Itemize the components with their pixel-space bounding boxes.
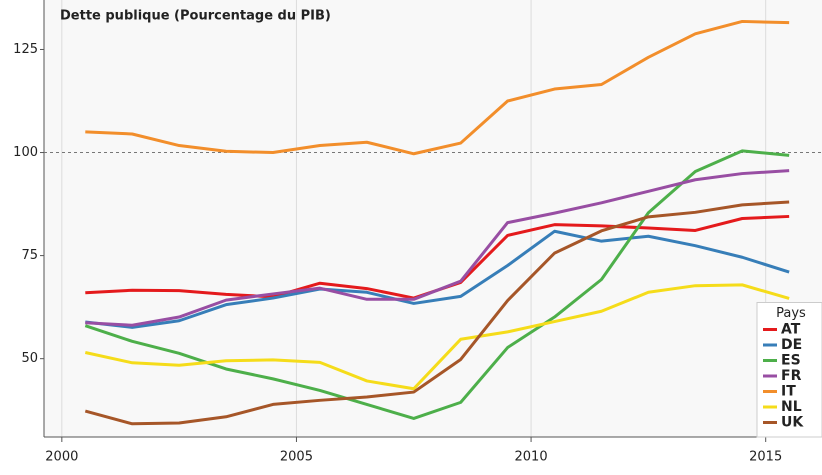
legend-label: UK: [781, 415, 804, 431]
x-tick-label: 2000: [45, 450, 78, 465]
legend-label: IT: [781, 384, 796, 400]
plot-area: [44, 0, 822, 437]
legend-label: AT: [781, 322, 801, 338]
legend-label: NL: [781, 399, 802, 415]
y-tick-label: 100: [13, 145, 38, 160]
line-series: [85, 169, 790, 327]
line-series: [84, 149, 790, 420]
x-tick-label: 2010: [515, 450, 548, 465]
y-tick-label: 50: [21, 351, 38, 366]
line-series: [85, 19, 790, 156]
legend-title: Pays: [776, 306, 806, 321]
line-series: [84, 283, 790, 391]
legend-box: [756, 302, 822, 438]
legend-label: ES: [781, 353, 801, 369]
x-tick-label: 2005: [280, 450, 313, 465]
chart-title: Dette publique (Pourcentage du PIB): [60, 9, 331, 24]
line-series: [84, 200, 790, 426]
legend-label: DE: [781, 337, 802, 353]
legend-label: FR: [781, 368, 802, 384]
line-series: [85, 229, 790, 329]
y-tick-label: 125: [13, 42, 38, 57]
y-tick-label: 75: [21, 248, 38, 263]
x-tick-label: 2015: [749, 450, 782, 465]
